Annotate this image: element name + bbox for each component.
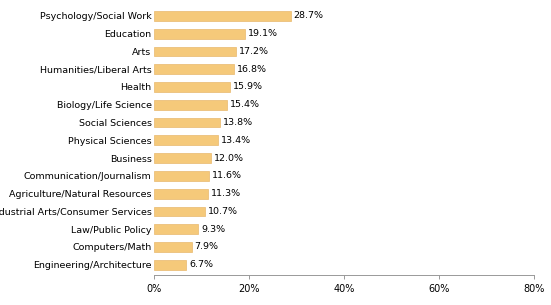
Bar [154,82,230,92]
Bar [154,29,245,38]
Text: 11.6%: 11.6% [212,171,242,180]
Bar [154,47,236,56]
Text: 19.1%: 19.1% [248,29,278,38]
Text: 15.4%: 15.4% [230,100,260,109]
Text: 11.3%: 11.3% [211,189,241,198]
Text: 6.7%: 6.7% [189,260,213,269]
Bar [154,100,228,109]
Bar [154,171,209,181]
Bar [154,206,205,216]
Bar [154,260,186,270]
Bar [154,64,234,74]
Bar [154,118,220,127]
Bar [154,153,212,163]
Bar [154,224,198,234]
Text: 10.7%: 10.7% [208,207,238,216]
Bar [154,135,218,145]
Bar [154,242,192,252]
Text: 17.2%: 17.2% [239,47,269,56]
Text: 16.8%: 16.8% [237,65,267,74]
Text: 9.3%: 9.3% [201,225,225,234]
Text: 15.9%: 15.9% [233,82,263,92]
Text: 13.8%: 13.8% [223,118,253,127]
Bar [154,11,291,21]
Text: 7.9%: 7.9% [195,242,219,251]
Bar [154,189,208,199]
Text: 13.4%: 13.4% [221,136,251,145]
Text: 28.7%: 28.7% [294,11,323,20]
Text: 12.0%: 12.0% [214,154,244,163]
